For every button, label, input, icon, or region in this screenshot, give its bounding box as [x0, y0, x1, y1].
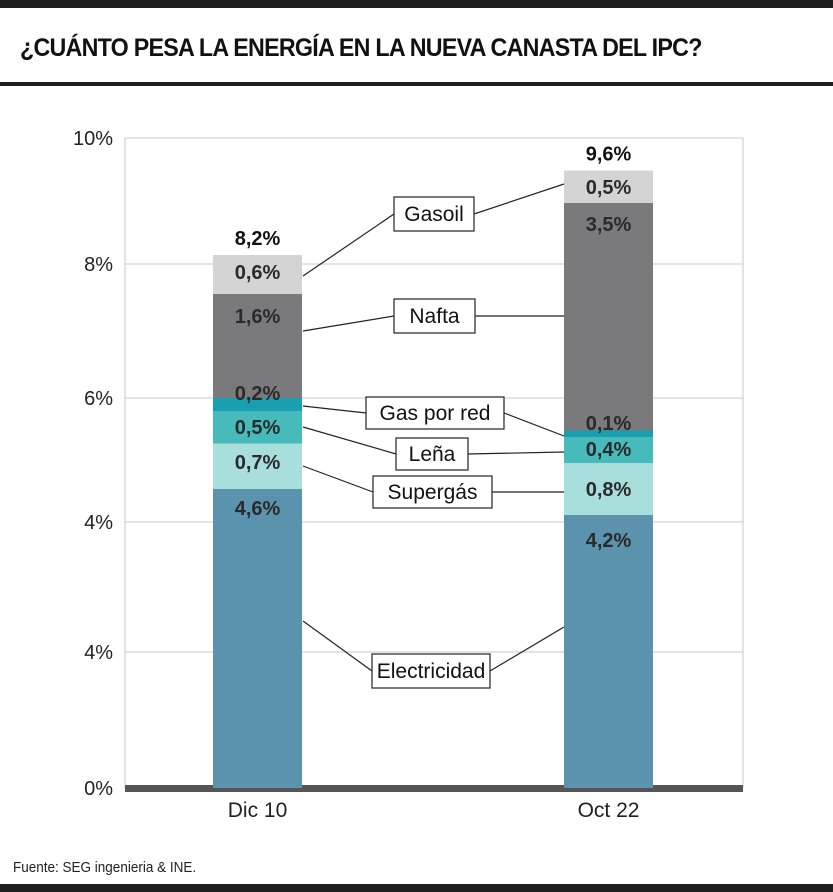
label-layer: Dic 10 8,2% Oct 22 9,6% 4,6% 0,7% 0,5% 0,2% 1,6%… — [228, 144, 640, 823]
legend-label: Electricidad — [377, 660, 486, 683]
segment-value-label: 3,5% — [586, 214, 632, 236]
legend-label: Nafta — [409, 305, 460, 328]
y-tick-label: 4% — [84, 642, 113, 664]
leader-line — [503, 412, 565, 437]
leader-line — [489, 626, 565, 672]
segment-value-label: 0,5% — [235, 417, 281, 439]
leader-line — [302, 620, 373, 672]
bar-segment — [564, 170, 653, 203]
y-tick-label: 4% — [84, 512, 113, 534]
bar-segment — [213, 489, 302, 788]
segment-value-label: 0,5% — [586, 177, 632, 199]
bar-segment — [564, 437, 653, 463]
segment-value-label: 0,4% — [586, 439, 632, 461]
segment-value-label: 0,8% — [586, 479, 632, 501]
baseline — [125, 785, 743, 792]
chart-title: ¿CUÁNTO PESA LA ENERGÍA EN LA NUEVA CANA… — [20, 34, 702, 62]
total-label: 8,2% — [235, 228, 281, 250]
segment-value-label: 0,2% — [235, 383, 281, 405]
bar-segment — [213, 411, 302, 444]
legend-box — [393, 196, 475, 232]
bar-segment — [213, 294, 302, 398]
bar-segment — [213, 443, 302, 489]
legend-label: Supergás — [388, 481, 478, 504]
leader-line — [302, 405, 367, 414]
source-note: Fuente: SEG ingenieria & INE. — [13, 859, 197, 876]
leader-line — [467, 451, 565, 455]
segment-value-label: 4,2% — [586, 530, 632, 552]
leader-lines — [302, 183, 565, 672]
total-label: 9,6% — [586, 144, 632, 166]
bar-segment — [564, 430, 653, 437]
bar-segment — [213, 398, 302, 411]
leader-line — [302, 315, 395, 332]
legend-label: Gasoil — [404, 203, 464, 226]
segment-value-label: 0,7% — [235, 452, 281, 474]
leader-line — [302, 465, 374, 493]
y-tick-label: 8% — [84, 254, 113, 276]
legend-box — [393, 298, 476, 334]
segment-value-label: 4,6% — [235, 498, 281, 520]
x-tick-label: Oct 22 — [578, 799, 640, 822]
legend-box — [371, 653, 491, 689]
segment-value-label: 1,6% — [235, 306, 281, 328]
legend-box — [372, 475, 493, 509]
bar-segment — [564, 463, 653, 515]
segment-value-label: 0,1% — [586, 413, 632, 435]
leader-line — [473, 183, 565, 215]
top-border — [0, 0, 833, 8]
y-tick-label: 0% — [84, 778, 113, 800]
x-tick-label: Dic 10 — [228, 799, 288, 822]
leader-line — [302, 213, 395, 277]
y-tick-label: 6% — [84, 388, 113, 410]
y-tick-label: 10% — [73, 128, 113, 150]
bar-segment — [564, 515, 653, 788]
bar-segment — [213, 255, 302, 294]
title-divider — [0, 82, 833, 86]
leader-line — [302, 426, 397, 455]
legend-label: Gas por red — [380, 402, 491, 425]
bar-segment — [564, 203, 653, 431]
legend-box — [395, 437, 469, 471]
legend-layer: Electricidad Supergás Leña Gas por red Nafta… — [365, 196, 505, 689]
segment-value-label: 0,6% — [235, 262, 281, 284]
legend-box — [365, 396, 505, 430]
bar-layer — [213, 170, 653, 788]
legend-label: Leña — [409, 443, 456, 466]
bottom-border — [0, 884, 833, 892]
